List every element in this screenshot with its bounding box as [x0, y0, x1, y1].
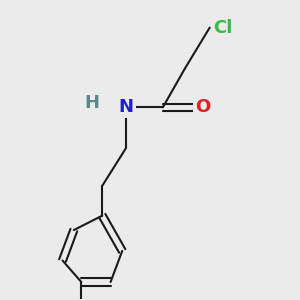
Text: Cl: Cl [213, 19, 233, 37]
Text: H: H [84, 94, 99, 112]
Text: N: N [118, 98, 134, 116]
Text: O: O [195, 98, 210, 116]
